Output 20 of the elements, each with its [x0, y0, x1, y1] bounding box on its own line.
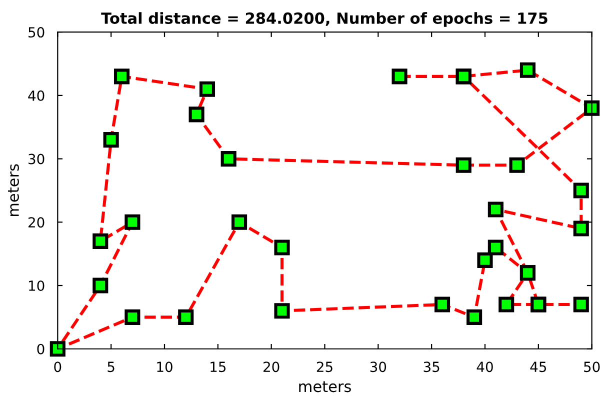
y-tick-label: 0: [37, 344, 44, 354]
y-tick-label: 10: [29, 280, 44, 291]
x-axis-title: meters: [299, 381, 351, 392]
x-tick-label: 0: [54, 362, 62, 372]
x-tick-label: 40: [476, 362, 493, 372]
y-tick-label: 40: [28, 90, 44, 101]
x-tick-label: 45: [530, 362, 546, 372]
y-tick-label: 50: [28, 27, 44, 38]
x-tick-label: 35: [424, 362, 440, 372]
x-tick-label: 30: [370, 362, 386, 372]
y-tick-label: 20: [28, 217, 44, 228]
x-tick-label: 10: [157, 362, 172, 372]
x-tick-label: 25: [316, 362, 332, 372]
x-tick-label: 50: [584, 362, 600, 372]
x-tick-label: 15: [210, 362, 226, 372]
x-tick-label: 5: [108, 362, 114, 372]
x-tick-label: 20: [264, 362, 280, 372]
y-tick-label: 30: [28, 154, 44, 164]
chart-title: Total distance = 284.0200, Number of epochs = 175: [101, 12, 548, 27]
y-axis-title: meters: [8, 164, 19, 216]
